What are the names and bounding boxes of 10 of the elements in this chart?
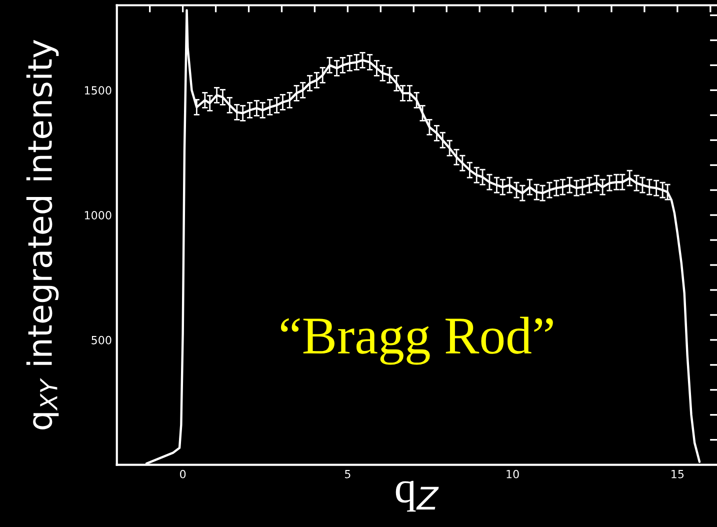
x-tick-label: 15 [672, 470, 684, 478]
y-tick-label: 500 [92, 336, 112, 344]
x-tick-label: 0 [180, 470, 186, 478]
x-axis-title: q$_{Z}$ [396, 480, 439, 512]
y-tick-label: 1500 [84, 86, 112, 95]
y-tick-label: 1000 [84, 211, 112, 220]
x-tick-label: 10 [506, 470, 519, 478]
x-tick-label: 5 [345, 470, 350, 478]
annotation: “Bragg Rod” [280, 316, 553, 365]
y-axis-title: q$_{XY}$ integrated intensity [26, 40, 59, 430]
